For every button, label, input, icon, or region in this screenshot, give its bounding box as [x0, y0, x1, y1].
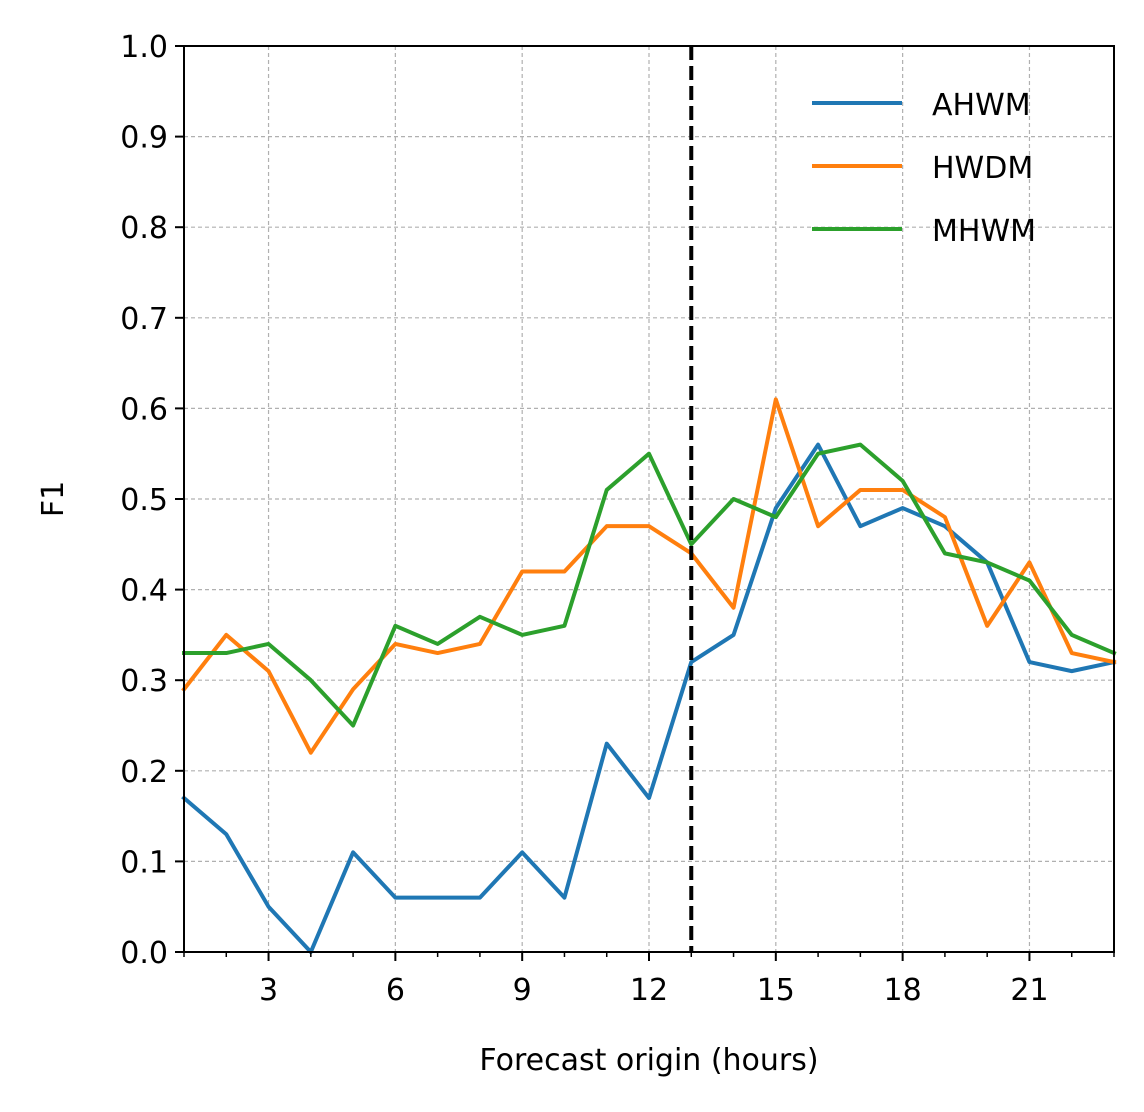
y-tick-label: 0.5	[120, 483, 168, 518]
legend-label-ahwm: AHWM	[932, 88, 1031, 123]
y-tick-label: 0.9	[120, 121, 168, 156]
x-tick-label: 21	[1010, 973, 1048, 1008]
y-tick-label: 0.1	[120, 845, 168, 880]
y-tick-label: 1.0	[120, 30, 168, 65]
y-tick-label: 0.6	[120, 392, 168, 427]
series-lines	[181, 397, 1117, 954]
y-axis-label: F1	[36, 481, 71, 517]
legend-label-mhwm: MHWM	[932, 214, 1036, 249]
legend-label-hwdm: HWDM	[932, 151, 1033, 186]
x-tick-label: 9	[513, 973, 532, 1008]
y-tick-label: 0.0	[120, 936, 168, 971]
x-axis: 3 6 9 12 15 18 21	[183, 952, 1115, 1008]
x-tick-label: 3	[259, 973, 278, 1008]
y-tick-label: 0.4	[120, 574, 168, 609]
x-tick-label: 15	[757, 973, 795, 1008]
x-tick-label: 18	[884, 973, 922, 1008]
y-tick-label: 0.8	[120, 211, 168, 246]
legend: AHWM HWDM MHWM	[812, 88, 1036, 249]
y-tick-label: 0.7	[120, 302, 168, 337]
y-axis: 0.0 0.1 0.2 0.3 0.4 0.5 0.6 0.7 0.8 0.9 1.0	[120, 30, 184, 971]
series-line-ahwm	[181, 442, 1117, 954]
x-tick-label: 12	[630, 973, 668, 1008]
x-axis-label: Forecast origin (hours)	[479, 1043, 818, 1078]
y-tick-label: 0.2	[120, 755, 168, 790]
series-line-mhwm	[182, 442, 1117, 728]
y-tick-label: 0.3	[120, 664, 168, 699]
x-tick-label: 6	[386, 973, 405, 1008]
